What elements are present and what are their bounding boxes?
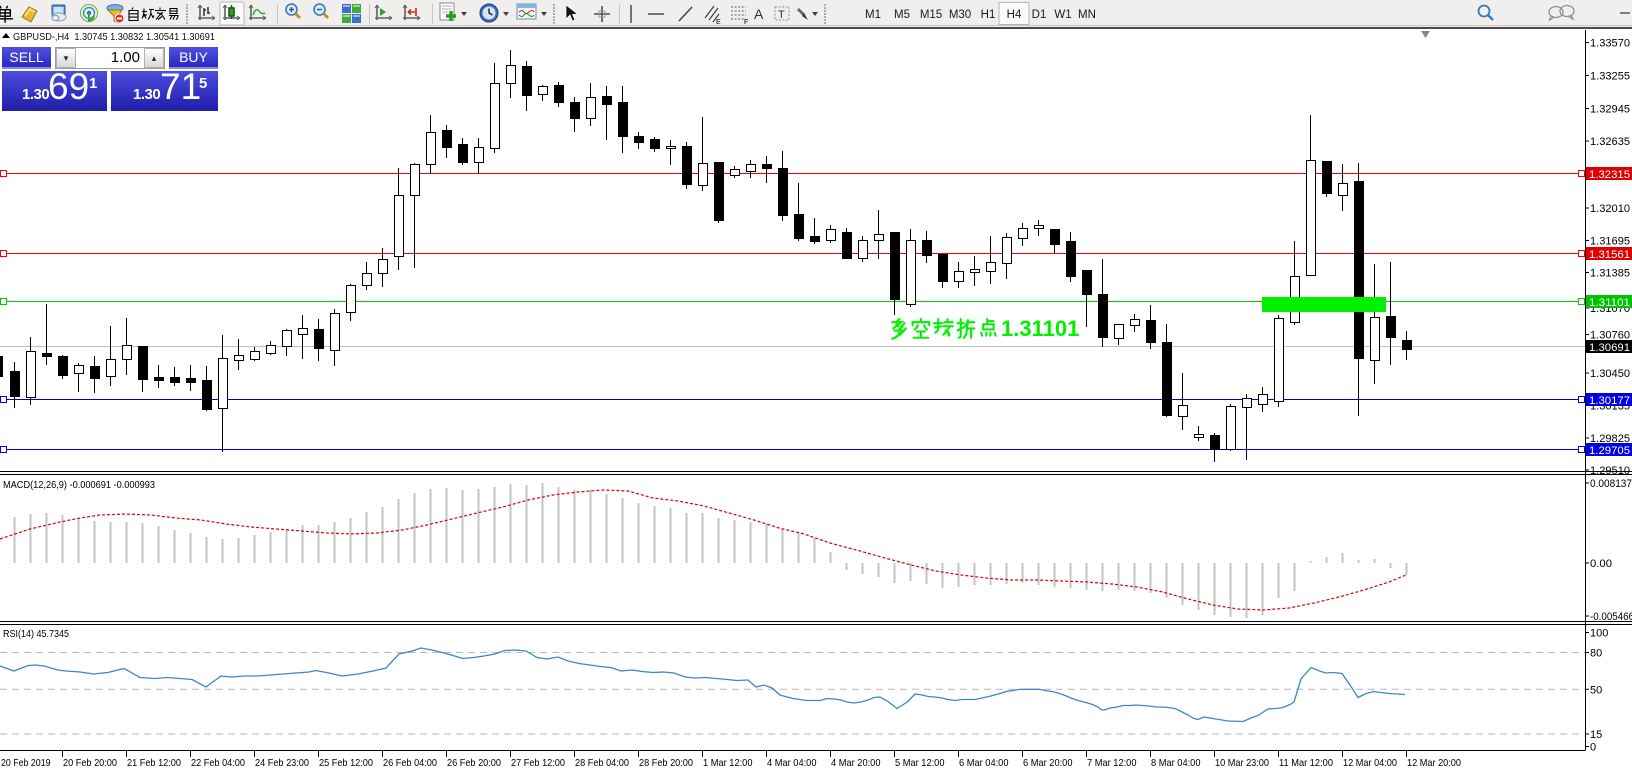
- svg-text:M15: M15: [920, 9, 942, 21]
- svg-text:1.31101: 1.31101: [1001, 316, 1079, 341]
- svg-text:25 Feb 12:00: 25 Feb 12:00: [319, 757, 373, 769]
- svg-text:F: F: [744, 19, 748, 26]
- svg-text:1.33570: 1.33570: [1590, 38, 1630, 50]
- svg-text:W1: W1: [1054, 9, 1071, 21]
- svg-text:-0.005466: -0.005466: [1590, 611, 1632, 623]
- svg-text:1.30450: 1.30450: [1590, 368, 1630, 380]
- svg-text:RSI(14) 45.7345: RSI(14) 45.7345: [3, 628, 69, 640]
- svg-text:1.31101: 1.31101: [1589, 297, 1630, 309]
- svg-text:1.29510: 1.29510: [1590, 465, 1630, 477]
- svg-text:15: 15: [1590, 729, 1602, 741]
- svg-text:1.29705: 1.29705: [1589, 445, 1630, 457]
- svg-text:1 Mar 12:00: 1 Mar 12:00: [703, 757, 753, 769]
- svg-text:A: A: [754, 6, 764, 22]
- svg-text:GBPUSD-,H4 1.30745 1.30832 1.: GBPUSD-,H4 1.30745 1.30832 1.30541 1.306…: [13, 31, 215, 43]
- svg-text:24 Feb 23:00: 24 Feb 23:00: [255, 757, 309, 769]
- svg-text:28 Feb 20:00: 28 Feb 20:00: [639, 757, 693, 769]
- svg-text:T: T: [778, 9, 785, 21]
- svg-text:1.33255: 1.33255: [1590, 71, 1630, 83]
- svg-text:1.30691: 1.30691: [1589, 342, 1630, 354]
- svg-text:M30: M30: [949, 9, 971, 21]
- svg-text:H1: H1: [981, 9, 996, 21]
- svg-text:11 Mar 12:00: 11 Mar 12:00: [1279, 757, 1333, 769]
- svg-text:50: 50: [1590, 684, 1602, 696]
- svg-text:1.31695: 1.31695: [1590, 236, 1630, 248]
- svg-text:21 Feb 12:00: 21 Feb 12:00: [127, 757, 181, 769]
- svg-text:28 Feb 04:00: 28 Feb 04:00: [575, 757, 629, 769]
- svg-text:20 Feb 20:00: 20 Feb 20:00: [63, 757, 117, 769]
- svg-text:20 Feb 2019: 20 Feb 2019: [1, 757, 51, 769]
- svg-text:1.31561: 1.31561: [1589, 249, 1630, 261]
- svg-text:MN: MN: [1078, 9, 1096, 21]
- svg-text:5 Mar 12:00: 5 Mar 12:00: [895, 757, 945, 769]
- svg-text:26 Feb 04:00: 26 Feb 04:00: [383, 757, 437, 769]
- svg-text:1.32315: 1.32315: [1589, 169, 1630, 181]
- svg-text:4 Mar 20:00: 4 Mar 20:00: [831, 757, 881, 769]
- svg-text:0.00: 0.00: [1590, 558, 1612, 570]
- svg-text:0: 0: [1590, 742, 1596, 754]
- svg-text:1.32010: 1.32010: [1590, 203, 1630, 215]
- svg-text:6 Mar 04:00: 6 Mar 04:00: [959, 757, 1009, 769]
- svg-text:8 Mar 04:00: 8 Mar 04:00: [1151, 757, 1201, 769]
- svg-text:12 Mar 04:00: 12 Mar 04:00: [1343, 757, 1397, 769]
- svg-text:10 Mar 23:00: 10 Mar 23:00: [1215, 757, 1269, 769]
- svg-text:1.29825: 1.29825: [1590, 433, 1630, 445]
- svg-text:7 Mar 12:00: 7 Mar 12:00: [1087, 757, 1137, 769]
- svg-text:26 Feb 20:00: 26 Feb 20:00: [447, 757, 501, 769]
- svg-text:12 Mar 20:00: 12 Mar 20:00: [1407, 757, 1461, 769]
- svg-text:H4: H4: [1007, 9, 1022, 21]
- svg-text:1.32945: 1.32945: [1590, 104, 1630, 116]
- svg-text:MACD(12,26,9) -0.000691 -0.000: MACD(12,26,9) -0.000691 -0.000993: [3, 479, 155, 491]
- svg-text:1.30760: 1.30760: [1590, 330, 1630, 342]
- svg-text:27 Feb 12:00: 27 Feb 12:00: [511, 757, 565, 769]
- svg-text:E: E: [716, 19, 721, 26]
- svg-text:1.31385: 1.31385: [1590, 268, 1630, 280]
- svg-text:M5: M5: [894, 9, 910, 21]
- svg-text:6 Mar 20:00: 6 Mar 20:00: [1023, 757, 1073, 769]
- svg-text:0.008137: 0.008137: [1590, 478, 1632, 490]
- svg-text:1.32635: 1.32635: [1590, 136, 1630, 148]
- svg-text:100: 100: [1590, 628, 1608, 640]
- svg-text:4 Mar 04:00: 4 Mar 04:00: [767, 757, 817, 769]
- svg-text:M1: M1: [865, 9, 881, 21]
- svg-text:D1: D1: [1032, 9, 1047, 21]
- svg-text:22 Feb 04:00: 22 Feb 04:00: [191, 757, 245, 769]
- svg-text:80: 80: [1590, 648, 1602, 660]
- svg-text:1.30177: 1.30177: [1589, 395, 1630, 407]
